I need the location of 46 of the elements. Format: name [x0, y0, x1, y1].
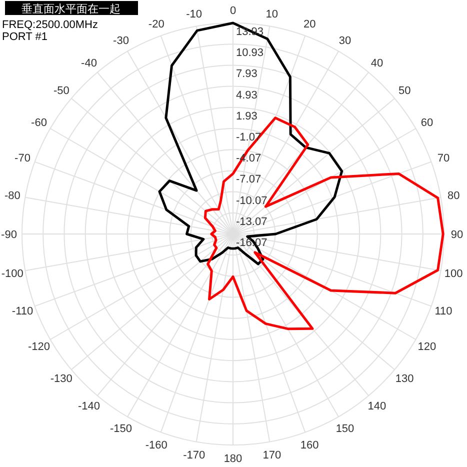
spoke-label: 170	[262, 450, 282, 462]
spoke-label: 160	[300, 439, 319, 452]
spoke-label: 40	[370, 57, 384, 70]
spoke-label: 20	[303, 18, 316, 31]
spoke-label: -70	[14, 152, 30, 164]
chart-title: 垂直面水平面在一起	[22, 2, 120, 16]
y-tick-label: 4.93	[236, 89, 258, 102]
spoke-label: 180	[224, 453, 242, 465]
spoke-label: -170	[183, 450, 206, 462]
spoke-label: -50	[53, 85, 70, 98]
spoke-label: -130	[50, 372, 72, 385]
text: PORT #1	[2, 31, 48, 43]
spoke-label: 90	[450, 229, 464, 241]
spoke-label: 70	[437, 152, 450, 164]
spoke-label: 0	[230, 5, 236, 17]
spoke-label: 110	[434, 306, 452, 318]
spoke-label: 150	[336, 422, 354, 435]
spoke-label: -150	[110, 422, 132, 435]
spoke-label: 140	[368, 400, 386, 413]
spoke-label: -100	[1, 268, 24, 280]
spoke-label: 50	[398, 85, 411, 98]
spoke-label: -10	[186, 8, 202, 20]
spoke-label: 100	[444, 268, 463, 280]
spoke-label: -90	[1, 229, 17, 241]
spoke-label: -30	[113, 35, 129, 48]
y-tick-label: -10.07	[236, 194, 268, 207]
text: FREQ:2500.00MHz	[2, 19, 98, 31]
y-tick-label: 7.93	[236, 68, 258, 80]
spoke-label: -160	[145, 439, 168, 452]
spoke-label: 130	[395, 372, 414, 385]
spoke-label: -80	[4, 190, 20, 202]
spoke-label: -60	[31, 117, 47, 129]
y-tick-label: 1.93	[236, 110, 258, 122]
y-tick-label: -7.07	[236, 174, 262, 186]
spoke-label: -40	[81, 57, 97, 70]
spoke-label: -120	[28, 341, 50, 353]
spoke-label: 10	[266, 8, 278, 20]
y-tick-label: -13.07	[236, 216, 268, 228]
spoke-label: 80	[447, 190, 460, 202]
spoke-label: 120	[418, 341, 436, 353]
spoke-label: -110	[12, 306, 34, 318]
spoke-label: -140	[78, 400, 100, 413]
spoke-label: 30	[338, 35, 352, 48]
y-tick-label: 10.93	[236, 47, 264, 60]
spoke-label: -20	[148, 18, 164, 31]
spoke-label: 60	[420, 117, 434, 129]
